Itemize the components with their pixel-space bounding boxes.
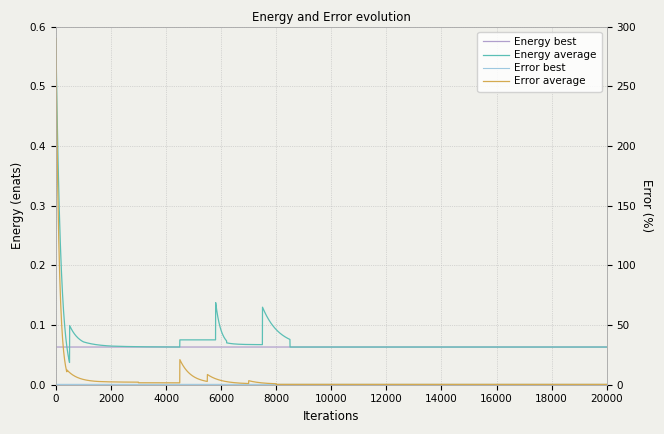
Energy average (314, 345, 322, 350)
Y-axis label: Error (%): Error (%) (640, 179, 653, 232)
X-axis label: Iterations: Iterations (303, 410, 360, 423)
Energy best (313, 345, 321, 350)
Energy best (284, 345, 291, 350)
Error average (52, 36, 60, 41)
Error best (452, 382, 460, 387)
Energy average (603, 345, 611, 350)
Energy average (288, 345, 296, 350)
Energy best (586, 345, 594, 350)
Error best (52, 382, 60, 387)
Energy best (603, 345, 611, 350)
Energy average (52, 36, 60, 41)
Error best (288, 382, 295, 387)
Line: Energy average: Energy average (56, 39, 607, 362)
Energy average (558, 345, 566, 350)
Error best (313, 382, 321, 387)
Error average (288, 382, 296, 387)
Line: Error average: Error average (56, 39, 607, 385)
Legend: Energy best, Energy average, Error best, Error average: Energy best, Energy average, Error best,… (477, 32, 602, 92)
Error average (272, 382, 280, 387)
Energy average (452, 345, 460, 350)
Error best (558, 382, 566, 387)
Energy best (52, 345, 60, 350)
Error best (603, 382, 611, 387)
Title: Energy and Error evolution: Energy and Error evolution (252, 11, 411, 24)
Error average (284, 382, 291, 387)
Energy average (66, 360, 74, 365)
Energy average (284, 335, 291, 341)
Error average (452, 382, 460, 387)
Error average (314, 382, 322, 387)
Energy best (288, 345, 295, 350)
Energy best (558, 345, 566, 350)
Y-axis label: Energy (enats): Energy (enats) (11, 162, 24, 249)
Error best (586, 382, 594, 387)
Energy best (452, 345, 460, 350)
Error average (586, 382, 594, 387)
Error average (558, 382, 566, 387)
Energy average (586, 345, 594, 350)
Error average (603, 382, 611, 387)
Error best (284, 382, 291, 387)
